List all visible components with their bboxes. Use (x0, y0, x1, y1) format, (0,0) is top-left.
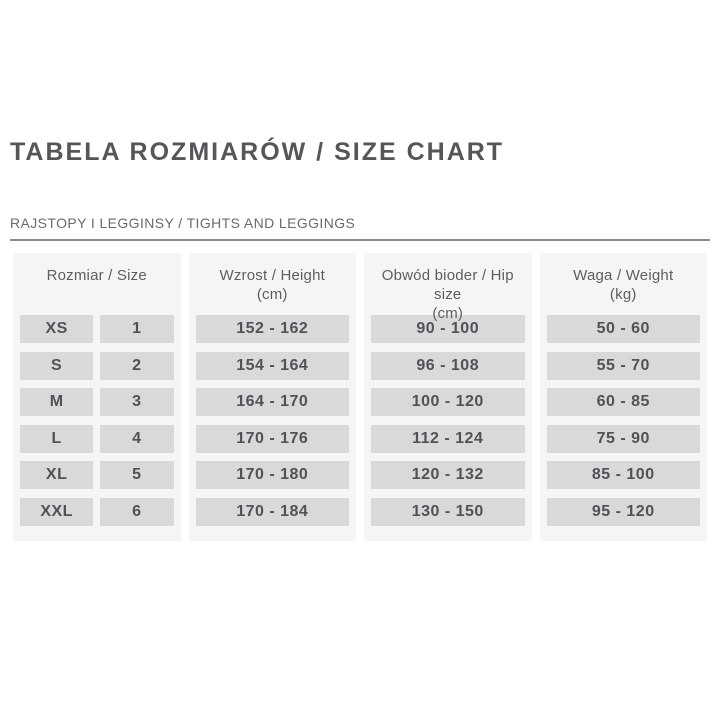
table-row: XS 1 (20, 315, 174, 343)
height-cell: 170 - 184 (195, 497, 349, 526)
weight-cell: 50 - 60 (546, 315, 700, 343)
size-number-cell: 4 (100, 424, 174, 453)
height-cell: 154 - 164 (195, 351, 349, 380)
table-row: M 3 (20, 388, 174, 417)
column-size: Rozmiar / Size XS 1 S 2 M 3 L 4 XL 5 XXL… (13, 253, 181, 541)
size-cell: M (20, 388, 94, 417)
hip-cell: 100 - 120 (371, 388, 525, 417)
divider-rule (10, 239, 710, 241)
column-unit: (kg) (609, 286, 637, 303)
column-label: Obwód bioder / Hip size (381, 267, 514, 303)
table-row: L 4 (20, 424, 174, 453)
column-header-weight: Waga / Weight (kg) (547, 253, 701, 315)
size-number-cell: 2 (100, 351, 174, 380)
column-label: Wzrost / Height (219, 267, 326, 284)
column-height: Wzrost / Height (cm) 152 - 162 154 - 164… (188, 253, 356, 541)
hip-cell: 120 - 132 (371, 461, 525, 490)
column-weight: Waga / Weight (kg) 50 - 60 55 - 70 60 - … (539, 253, 707, 541)
column-label: Waga / Weight (573, 267, 674, 284)
hip-cell: 130 - 150 (371, 497, 525, 526)
size-number-cell: 1 (100, 315, 174, 343)
column-header-hip: Obwód bioder / Hip size (cm) (371, 253, 525, 322)
column-header-size: Rozmiar / Size (20, 253, 174, 315)
size-cell: XS (20, 315, 94, 343)
column-unit: (cm) (432, 305, 464, 322)
hip-cell: 90 - 100 (371, 315, 525, 343)
size-table: Rozmiar / Size XS 1 S 2 M 3 L 4 XL 5 XXL… (13, 253, 707, 541)
weight-cell: 95 - 120 (546, 497, 700, 526)
size-cell: XL (20, 461, 94, 490)
size-number-cell: 5 (100, 461, 174, 490)
table-row: XXL 6 (20, 497, 174, 526)
height-cell: 170 - 176 (195, 424, 349, 453)
size-cell: S (20, 351, 94, 380)
hip-cell: 96 - 108 (371, 351, 525, 380)
weight-cell: 85 - 100 (546, 461, 700, 490)
column-hip: Obwód bioder / Hip size (cm) 90 - 100 96… (364, 253, 532, 541)
size-cell: L (20, 424, 94, 453)
size-cell: XXL (20, 497, 94, 526)
weight-cell: 55 - 70 (546, 351, 700, 380)
height-cell: 164 - 170 (195, 388, 349, 417)
size-number-cell: 3 (100, 388, 174, 417)
height-cell: 152 - 162 (195, 315, 349, 343)
column-unit: (cm) (256, 286, 288, 303)
hip-cell: 112 - 124 (371, 424, 525, 453)
column-header-height: Wzrost / Height (cm) (196, 253, 350, 315)
section-label: RAJSTOPY I LEGGINSY / TIGHTS AND LEGGING… (10, 215, 356, 231)
page-title: TABELA ROZMIARÓW / SIZE CHART (10, 138, 505, 166)
table-row: XL 5 (20, 461, 174, 490)
size-number-cell: 6 (100, 497, 174, 526)
weight-cell: 60 - 85 (546, 388, 700, 417)
weight-cell: 75 - 90 (546, 424, 700, 453)
column-label: Rozmiar / Size (46, 267, 147, 284)
height-cell: 170 - 180 (195, 461, 349, 490)
table-row: S 2 (20, 351, 174, 380)
